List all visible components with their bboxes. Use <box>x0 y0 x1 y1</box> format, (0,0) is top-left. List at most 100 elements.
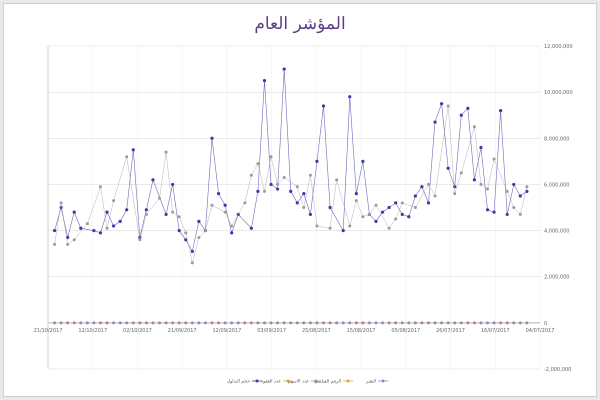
data-point <box>131 148 135 152</box>
legend-swatch-marker <box>255 379 259 383</box>
data-point <box>433 321 437 325</box>
data-point <box>354 192 358 196</box>
data-point <box>380 210 385 214</box>
data-point <box>184 238 188 242</box>
data-point <box>223 210 227 214</box>
legend-label: التغير <box>365 380 376 385</box>
data-point <box>413 194 417 198</box>
y-tick-label: 4,000,000 <box>544 229 569 235</box>
data-point <box>79 321 83 325</box>
y-tick-label: 12,000,000 <box>544 44 573 50</box>
data-point <box>328 226 332 230</box>
data-point <box>72 210 76 214</box>
data-point <box>315 224 319 228</box>
data-point <box>262 321 266 325</box>
data-point <box>400 321 404 325</box>
data-point <box>131 321 135 325</box>
data-point <box>335 178 339 182</box>
data-point <box>407 215 411 219</box>
data-point <box>426 321 430 325</box>
legend: حجم التداول عدد العقود عدد الاسهم الرقم الق… <box>227 379 388 385</box>
data-point <box>387 321 391 325</box>
data-point <box>361 215 365 219</box>
x-tick-label: 21/09/2017 <box>168 328 197 334</box>
data-point <box>66 242 70 246</box>
data-point <box>79 226 83 230</box>
legend-label: الرقم القياسي <box>314 380 341 385</box>
legend-label: عدد الاسهم <box>288 380 309 385</box>
data-point <box>367 212 371 216</box>
data-point <box>518 212 522 216</box>
x-tick-label: 12/10/2017 <box>78 328 107 334</box>
y-tick-label: 2,000,000 <box>544 275 569 281</box>
data-point <box>118 219 122 223</box>
data-point <box>171 182 175 187</box>
chart-title: المؤشر العام <box>254 14 346 34</box>
data-point <box>53 242 57 246</box>
data-point <box>512 206 516 209</box>
data-point <box>295 321 299 325</box>
data-point <box>118 321 122 325</box>
y-tick-label: 0 <box>544 321 547 327</box>
data-point <box>499 321 503 325</box>
data-point <box>197 321 201 325</box>
y-tick-label: 6,000,000 <box>544 182 569 188</box>
data-point <box>374 203 378 207</box>
data-point <box>505 321 509 325</box>
x-tick-label: 05/08/2017 <box>391 328 420 334</box>
data-point <box>302 192 306 196</box>
data-point <box>256 189 260 193</box>
data-point <box>525 185 529 189</box>
x-tick-label: 02/10/2017 <box>123 328 152 334</box>
data-point <box>492 321 496 325</box>
data-point <box>321 104 326 108</box>
data-point <box>197 219 201 223</box>
data-point <box>308 173 312 177</box>
data-point <box>472 321 476 325</box>
x-tick-label: 03/09/2017 <box>257 328 286 334</box>
x-tick-label: 16/07/2017 <box>481 328 510 334</box>
legend-swatch-marker <box>286 379 290 383</box>
data-point <box>459 113 463 117</box>
data-point <box>453 321 457 325</box>
data-point <box>308 212 312 217</box>
data-point <box>459 321 463 325</box>
data-point <box>400 201 404 205</box>
data-point <box>446 104 450 108</box>
data-point <box>138 238 142 242</box>
data-point <box>505 189 509 193</box>
data-point <box>446 321 450 325</box>
data-point <box>361 321 365 325</box>
data-point <box>223 321 227 325</box>
data-point <box>354 199 358 203</box>
data-point <box>472 125 476 129</box>
data-point <box>387 226 391 230</box>
data-point <box>381 321 385 325</box>
data-point <box>105 321 109 325</box>
data-point <box>190 249 194 253</box>
data-point <box>433 194 437 198</box>
data-point <box>440 321 444 325</box>
data-point <box>276 321 280 325</box>
data-point <box>394 217 398 221</box>
data-point <box>374 219 378 223</box>
data-point <box>164 212 168 217</box>
data-point <box>98 231 103 235</box>
data-point <box>341 228 345 233</box>
data-point <box>518 321 522 325</box>
data-point <box>230 224 234 228</box>
data-point <box>98 321 102 325</box>
data-point <box>164 321 168 325</box>
data-point <box>144 321 148 325</box>
data-point <box>518 194 522 198</box>
data-point <box>485 208 490 212</box>
data-point <box>499 109 503 113</box>
data-point <box>216 192 221 196</box>
data-point <box>197 235 201 239</box>
data-point <box>98 185 102 189</box>
data-point <box>144 212 148 216</box>
data-point <box>315 321 319 325</box>
chart-frame <box>3 3 597 397</box>
x-tick-label: 25/08/2017 <box>302 328 331 334</box>
